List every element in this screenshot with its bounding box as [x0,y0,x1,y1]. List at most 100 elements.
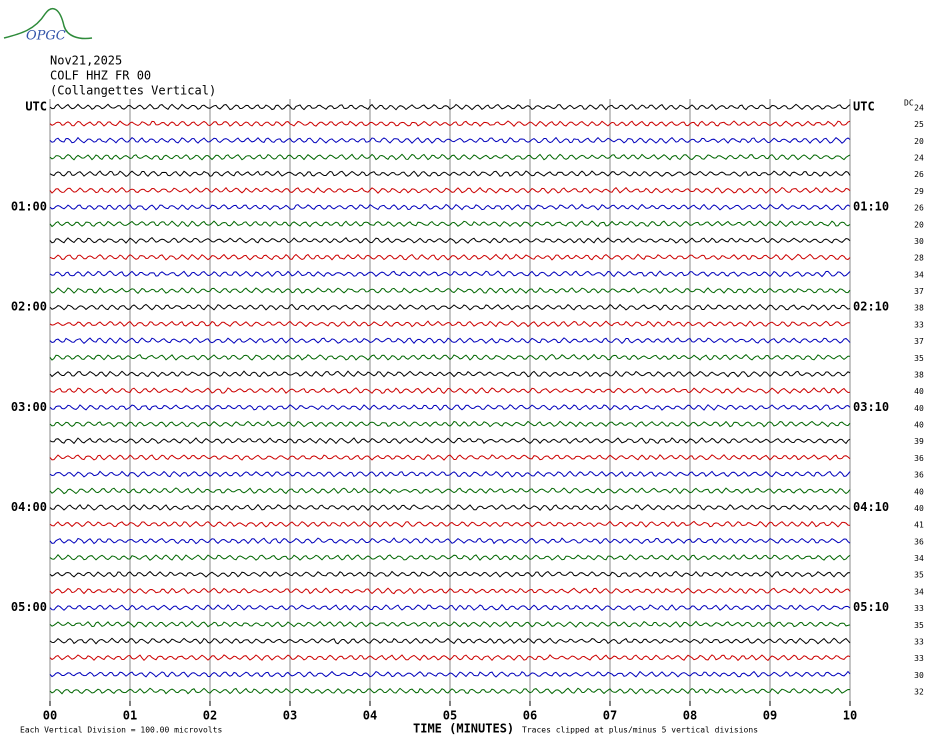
dc-value: 34 [914,587,924,596]
trace [49,420,851,428]
dc-value: 30 [914,671,924,680]
dc-value: 28 [914,254,924,263]
trace [49,203,851,211]
dc-value: 34 [914,270,924,279]
trace [49,604,851,612]
x-tick-label: 00 [43,709,57,723]
x-axis-title: TIME (MINUTES) [413,722,514,736]
dc-value: 33 [914,637,924,646]
trace [49,620,851,628]
trace [49,454,851,461]
trace [49,220,851,228]
right-time-label: 02:10 [853,300,889,314]
dc-value: 33 [914,654,924,663]
trace [49,320,851,328]
right-time-label: 04:10 [853,500,889,514]
dc-value: 24 [914,154,924,163]
station: COLF HHZ FR 00 [50,69,151,83]
location: (Collangettes Vertical) [50,84,216,98]
trace [49,487,851,495]
trace [49,587,851,595]
trace [49,637,851,645]
trace [49,654,851,662]
dc-value: 24 [914,104,924,113]
trace [49,136,851,144]
dc-value: 37 [914,337,924,346]
x-tick-label: 01 [123,709,137,723]
trace [49,186,851,194]
left-time-label: 05:00 [11,600,47,614]
trace [49,253,851,261]
x-tick-label: 02 [203,709,217,723]
dc-value: 35 [914,571,924,580]
x-tick-label: 04 [363,709,377,723]
dc-value: 40 [914,404,924,413]
left-time-label: 02:00 [11,300,47,314]
dc-value: 33 [914,604,924,613]
dc-value: 35 [914,621,924,630]
dc-value: 34 [914,554,924,563]
right-time-label: 01:10 [853,200,889,214]
dc-value: 29 [914,187,924,196]
left-time-label: 01:00 [11,200,47,214]
x-tick-label: 06 [523,709,537,723]
trace [49,337,851,344]
clip-note: Traces clipped at plus/minus 5 vertical … [522,726,758,735]
dc-value: 40 [914,387,924,396]
trace [49,437,851,445]
trace [49,353,851,361]
x-tick-label: 05 [443,709,457,723]
trace [49,387,851,395]
dc-value: 40 [914,421,924,430]
trace [49,287,851,295]
dc-value: 26 [914,170,924,179]
dc-value: 37 [914,287,924,296]
trace [49,170,851,178]
dc-header: DC [904,99,914,108]
logo: OPGC [3,7,93,44]
trace [49,370,851,378]
logo-curve [3,7,93,40]
trace [49,670,851,678]
trace [49,570,851,578]
trace [49,687,851,695]
trace [49,404,851,411]
logo-text: OPGC [26,29,66,44]
trace [49,153,851,161]
trace [49,520,851,528]
left-time-label: 03:00 [11,400,47,414]
x-tick-label: 03 [283,709,297,723]
trace [49,237,851,245]
left-time-label: 04:00 [11,500,47,514]
dc-value: 20 [914,220,924,229]
dc-value: 39 [914,437,924,446]
trace [49,270,851,278]
trace [49,303,851,311]
x-tick-label: 10 [843,709,857,723]
trace [49,103,851,111]
x-tick-label: 08 [683,709,697,723]
dc-value: 36 [914,454,924,463]
dc-value: 38 [914,370,924,379]
left-time-label: UTC [25,100,47,114]
dc-value: 38 [914,304,924,313]
x-tick-label: 07 [603,709,617,723]
dc-value: 36 [914,471,924,480]
trace [49,554,851,561]
dc-value: 35 [914,354,924,363]
trace [49,120,851,128]
right-time-label: 03:10 [853,400,889,414]
dc-value: 33 [914,320,924,329]
dc-value: 36 [914,537,924,546]
date: Nov21,2025 [50,54,122,68]
dc-value: 30 [914,237,924,246]
trace [49,537,851,545]
dc-value: 40 [914,487,924,496]
dc-value: 25 [914,120,924,129]
dc-value: 26 [914,204,924,213]
right-time-label: 05:10 [853,600,889,614]
right-time-label: UTC [853,100,875,114]
scale-note: Each Vertical Division = 100.00 microvol… [20,726,222,735]
dc-value: 20 [914,137,924,146]
